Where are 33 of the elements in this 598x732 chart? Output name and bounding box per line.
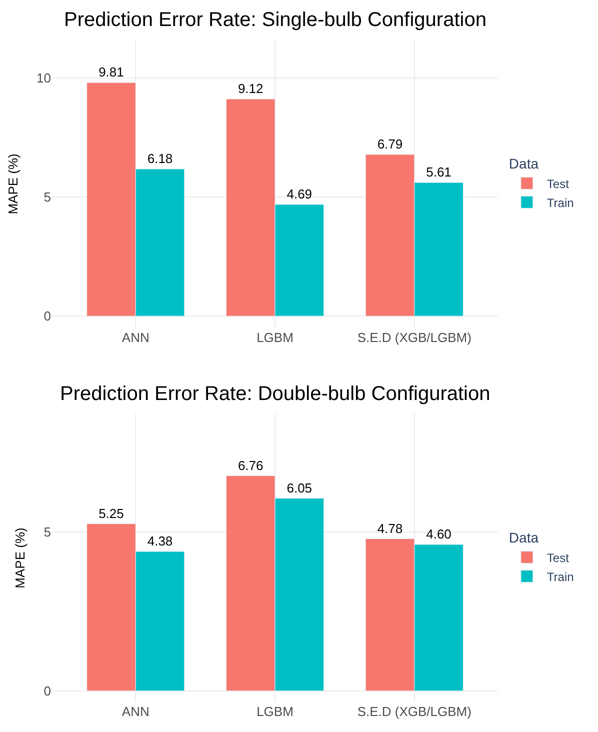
- data-label: 6.76: [238, 458, 264, 473]
- data-label: 5.61: [426, 164, 452, 180]
- data-label: 4.78: [377, 520, 403, 536]
- x-tick-label: S.E.D (XGB/LGBM): [357, 330, 472, 345]
- legend-label: Test: [546, 550, 570, 565]
- chart-title: Prediction Error Rate: Single-bulb Configuration: [64, 9, 486, 31]
- y-axis-title: MAPE (%): [5, 154, 20, 214]
- y-tick-label: 5: [44, 524, 51, 540]
- x-tick-label: LGBM: [256, 704, 294, 719]
- data-label: 9.12: [238, 81, 264, 96]
- x-tick-label: ANN: [122, 704, 150, 719]
- data-label: 9.81: [98, 64, 124, 80]
- y-tick-label: 0: [44, 308, 51, 324]
- data-label: 6.79: [377, 136, 403, 152]
- legend-title: Data: [508, 530, 539, 546]
- data-label: 5.25: [98, 506, 124, 521]
- chart-title: Prediction Error Rate: Double-bulb Configuration: [60, 383, 490, 405]
- x-tick-label: LGBM: [256, 330, 294, 345]
- legend-label: Test: [546, 176, 570, 191]
- legend-title: Data: [508, 156, 539, 172]
- y-axis-title: MAPE (%): [12, 528, 28, 588]
- data-label: 4.69: [286, 186, 312, 202]
- x-tick-label: ANN: [122, 330, 150, 345]
- y-tick-label: 5: [44, 190, 51, 205]
- data-label: 4.38: [147, 533, 173, 548]
- x-tick-label: S.E.D (XGB/LGBM): [357, 704, 472, 719]
- y-tick-label: 0: [44, 683, 51, 698]
- data-label: 6.18: [147, 150, 173, 166]
- data-label: 4.60: [426, 526, 452, 542]
- data-label: 6.05: [286, 480, 312, 496]
- legend-label: Train: [546, 196, 574, 210]
- legend-label: Train: [546, 570, 574, 584]
- y-tick-label: 10: [36, 70, 51, 86]
